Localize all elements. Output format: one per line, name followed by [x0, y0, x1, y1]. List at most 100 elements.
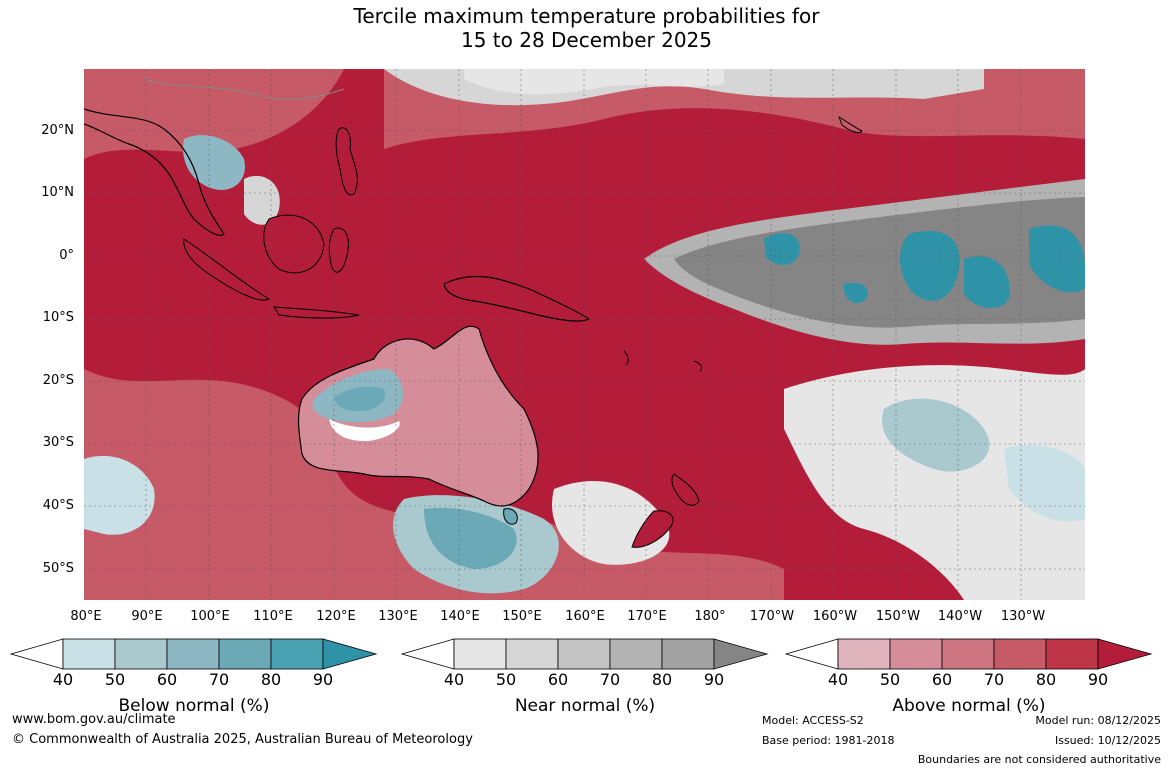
below-normal-blob-4: [1029, 225, 1085, 293]
cbar-tick: 50: [104, 670, 126, 689]
below-normal-colorbar: [10, 638, 378, 670]
new-guinea: [443, 275, 591, 322]
lon-label-170e: 170°E: [627, 609, 667, 624]
title-line-1: Tercile maximum temperature probabilitie…: [353, 4, 820, 28]
below-normal-southeast-1: [882, 398, 990, 472]
colorbar-extend-high: [322, 638, 378, 670]
lon-label-170w: 170°W: [749, 609, 795, 624]
issued-text: Issued: 10/12/2025: [1054, 734, 1161, 747]
lon-label-150w: 150°W: [875, 609, 921, 624]
chart-title: Tercile maximum temperature probabilitie…: [0, 4, 1173, 52]
new-zealand-north: [671, 473, 700, 506]
below-normal-blob-3: [964, 256, 1010, 309]
colorbar-extend-high: [713, 638, 769, 670]
above-normal-colorbar: [785, 638, 1153, 670]
cbar-tick: 50: [495, 670, 517, 689]
colorbar-extend-low: [10, 638, 64, 670]
cbar-tick: 70: [983, 670, 1005, 689]
cbar-tick: 70: [208, 670, 230, 689]
lat-label-eq: 0°: [59, 248, 74, 263]
lon-label-140w: 140°W: [937, 609, 983, 624]
below-normal-se-asia: [183, 135, 245, 190]
above-normal-south-band: [84, 369, 784, 600]
colorbar-segment: [218, 638, 272, 670]
lon-label-130e: 130°E: [378, 609, 418, 624]
colorbar-segment: [270, 638, 324, 670]
cbar-tick: 40: [443, 670, 465, 689]
colorbar-extend-low: [401, 638, 455, 670]
java: [273, 306, 360, 319]
sumatra: [183, 238, 271, 301]
colorbar-extend-high: [1097, 638, 1153, 670]
se-asia-coastline: [84, 108, 225, 236]
below-normal-blob-1: [764, 233, 800, 265]
lon-label-120e: 120°E: [316, 609, 356, 624]
lat-label-50s: 50°S: [42, 561, 74, 576]
australia-outline: [297, 325, 539, 507]
philippines: [335, 127, 358, 196]
cbar-tick: 40: [52, 670, 74, 689]
colorbar-segment: [557, 638, 611, 670]
model-text: Model: ACCESS-S2: [762, 714, 864, 727]
website-link[interactable]: www.bom.gov.au/climate: [12, 712, 176, 727]
lat-label-10s: 10°S: [42, 310, 74, 325]
below-normal-western-australia-core: [334, 386, 386, 412]
base-period-text: Base period: 1981-2018: [762, 734, 895, 747]
cbar-tick: 90: [703, 670, 725, 689]
colorbar-segment: [62, 638, 116, 670]
lon-label-150e: 150°E: [502, 609, 542, 624]
below-normal-tasman-core: [424, 507, 517, 569]
lon-label-90e: 90°E: [131, 609, 163, 624]
model-run-text: Model run: 08/12/2025: [1035, 714, 1161, 727]
vanuatu: [623, 350, 629, 366]
borneo: [263, 214, 325, 274]
lon-label-110e: 110°E: [253, 609, 293, 624]
colorbar-extend-low: [785, 638, 839, 670]
lon-label-80e: 80°E: [70, 609, 102, 624]
cbar-tick: 80: [1035, 670, 1057, 689]
probability-map: [84, 69, 1085, 600]
colorbar-segment: [993, 638, 1047, 670]
above-normal-label: Above normal (%): [892, 696, 1046, 716]
copyright-text: © Commonwealth of Australia 2025, Austra…: [12, 732, 473, 747]
colorbar-segment: [837, 638, 891, 670]
below-normal-label: Below normal (%): [118, 696, 270, 716]
map-canvas: [84, 69, 1085, 600]
below-normal-southeast-2: [1004, 445, 1085, 522]
colorbar-segment: [941, 638, 995, 670]
above-normal-asia: [84, 69, 344, 159]
near-normal-southeast: [784, 365, 1085, 600]
cbar-tick: 60: [931, 670, 953, 689]
cbar-tick: 50: [879, 670, 901, 689]
fiji: [693, 360, 703, 372]
hawaii: [838, 115, 863, 134]
colorbar-segment: [114, 638, 168, 670]
cbar-tick: 90: [1087, 670, 1109, 689]
lat-label-10n: 10°N: [41, 185, 74, 200]
white-band-australia: [329, 419, 400, 441]
lat-label-20s: 20°S: [42, 373, 74, 388]
lon-label-160e: 160°E: [565, 609, 605, 624]
cbar-tick: 60: [156, 670, 178, 689]
near-normal-label: Near normal (%): [514, 696, 656, 716]
colorbar-segment: [889, 638, 943, 670]
china-border: [143, 78, 345, 100]
lat-label-40s: 40°S: [42, 498, 74, 513]
lon-label-100e: 100°E: [190, 609, 230, 624]
lon-label-160w: 160°W: [812, 609, 858, 624]
lon-label-130w: 130°W: [1000, 609, 1046, 624]
lon-label-140e: 140°E: [440, 609, 480, 624]
near-normal-se-asia: [244, 175, 280, 225]
lat-label-20n: 20°N: [41, 123, 74, 138]
cbar-tick: 80: [260, 670, 282, 689]
below-normal-blob-2: [899, 230, 960, 301]
below-normal-blob-5: [843, 282, 868, 304]
cbar-tick: 60: [547, 670, 569, 689]
graticule: [84, 69, 1085, 600]
cbar-tick: 70: [599, 670, 621, 689]
colorbar-segment: [609, 638, 663, 670]
lon-label-180: 180°: [694, 609, 726, 624]
title-line-2: 15 to 28 December 2025: [460, 28, 712, 52]
new-zealand-south: [631, 510, 674, 548]
below-normal-indian-ocean: [84, 455, 155, 535]
